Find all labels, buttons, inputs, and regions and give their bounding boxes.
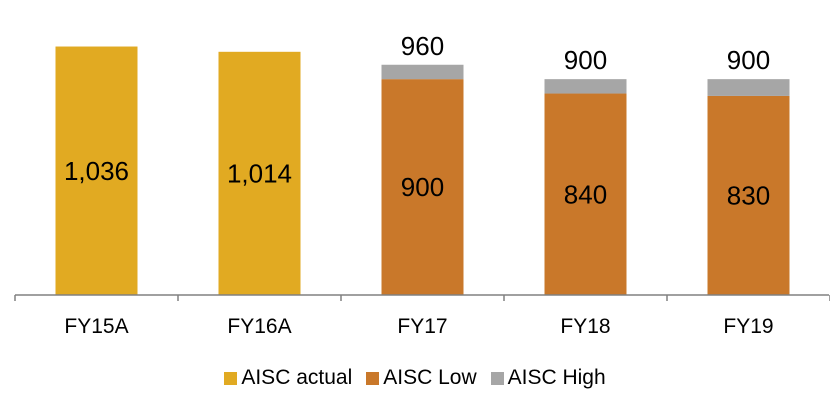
legend-item-aisc-high: AISC High [490,366,606,390]
category-label: FY19 [723,315,773,338]
bars-group [55,46,790,296]
bar-aisc-high-fy19 [707,79,790,96]
legend-label-aisc-actual: AISC actual [241,366,353,389]
data-label-inside: 1,014 [227,158,292,188]
bar-aisc-low-fy17 [381,79,464,296]
data-label-inside: 830 [727,180,770,210]
legend-swatch-aisc-actual [224,371,238,385]
data-labels-group: 1,036 1,014 900 960 840 900 830 900 [64,31,770,211]
bar-aisc-low-fy19 [707,95,790,295]
legend-swatch-aisc-low [366,371,380,385]
x-axis-ticks [14,295,830,301]
data-label-top: 900 [727,45,770,75]
bar-aisc-high-fy17 [381,64,464,80]
category-label: FY16A [227,315,291,338]
category-label: FY18 [560,315,610,338]
legend-label-aisc-high: AISC High [507,366,606,389]
data-label-inside: 1,036 [64,156,129,186]
bar-aisc-actual-fy15a [55,46,138,295]
category-label: FY17 [397,315,447,338]
legend: AISC actual AISC Low AISC High [0,366,830,390]
data-label-inside: 900 [401,172,444,202]
legend-item-aisc-low: AISC Low [366,366,477,390]
legend-swatch-aisc-high [490,371,504,385]
legend-item-aisc-actual: AISC actual [224,366,352,390]
data-label-top: 900 [564,45,607,75]
legend-label-aisc-low: AISC Low [383,366,477,389]
category-label: FY15A [64,315,128,338]
category-labels-group: FY15A FY16A FY17 FY18 FY19 [64,315,773,338]
bar-aisc-actual-fy16a [218,51,301,296]
bar-aisc-high-fy18 [544,79,627,94]
data-label-inside: 840 [564,179,607,209]
bar-aisc-low-fy18 [544,93,627,295]
data-label-top: 960 [401,31,444,61]
